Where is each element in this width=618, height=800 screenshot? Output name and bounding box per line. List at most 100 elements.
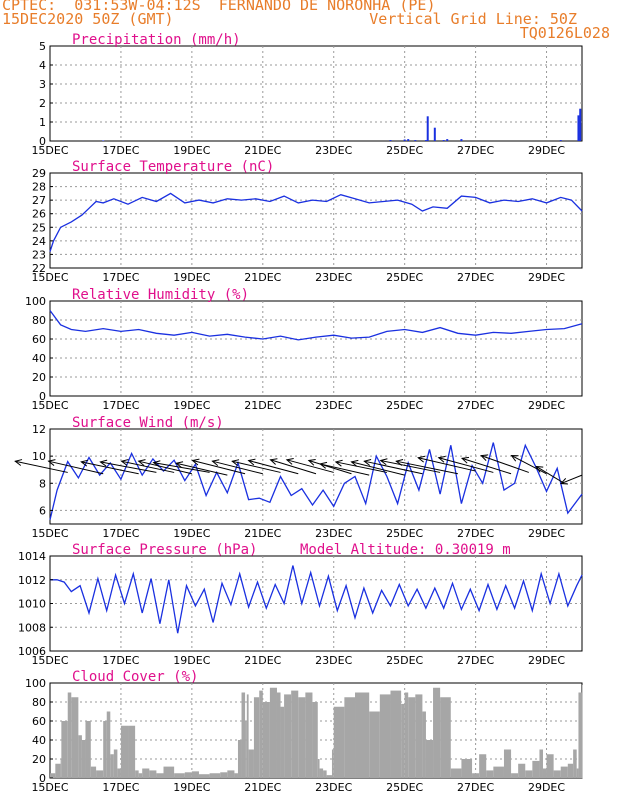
- x-tick-label: 17DEC: [102, 654, 139, 667]
- y-tick-label: 0: [39, 772, 46, 785]
- precip-bar: [403, 139, 406, 141]
- y-tick-label: 23: [32, 248, 46, 261]
- x-tick-label: 29DEC: [528, 144, 565, 157]
- wind-arrow: [80, 459, 139, 475]
- cloud-bar: [191, 771, 199, 778]
- cloud-bar: [553, 770, 561, 778]
- wind-arrow-head: [379, 458, 388, 466]
- y-tick-label: 20: [32, 371, 46, 384]
- panel-frame: [49, 45, 583, 142]
- y-tick-label: 40: [32, 352, 46, 365]
- station-header: CPTEC: 031:53W-04:12S FERNANDO DE NORONH…: [2, 0, 436, 14]
- wind-arrow-head: [437, 455, 446, 463]
- wind-arrow-head: [510, 455, 519, 462]
- panel-frame: [49, 428, 583, 525]
- wind-arrow: [334, 459, 388, 473]
- x-tick-label: 23DEC: [315, 399, 352, 412]
- wind-arrow-shaft: [351, 461, 405, 476]
- cloud-bar: [245, 721, 247, 778]
- panel-subtitle: Model Altitude: 0.30019 m: [300, 542, 511, 558]
- x-tick-label: 19DEC: [173, 527, 210, 540]
- x-tick-label: 21DEC: [244, 144, 281, 157]
- x-tick-label: 21DEC: [244, 654, 281, 667]
- x-tick-label: 19DEC: [173, 781, 210, 794]
- cloud-bar: [78, 735, 82, 778]
- x-tick-label: 23DEC: [315, 654, 352, 667]
- cloud-bar: [573, 749, 577, 778]
- wind-arrow-shaft: [232, 460, 281, 473]
- wind-arrow-shaft: [438, 457, 494, 473]
- cloud-bar: [401, 703, 405, 778]
- cloud-bar: [110, 754, 114, 778]
- wind-arrow: [395, 458, 458, 475]
- wind-arrow: [379, 458, 441, 473]
- cloud-bar: [135, 770, 139, 778]
- cloud-bar: [106, 711, 111, 778]
- panel-wind: 6 8 10 12 15DEC 17DEC 19DEC 21DEC 23DEC 25DEC 27DE…: [14, 415, 583, 540]
- cloud-bar: [422, 711, 426, 778]
- cloud-bar: [85, 721, 91, 778]
- cloud-bar: [355, 692, 370, 778]
- cloud-bar: [61, 721, 68, 778]
- wind-arrow: [307, 458, 352, 475]
- cloud-bar: [546, 754, 554, 778]
- wind-arrow-head: [559, 478, 569, 485]
- x-tick-label: 21DEC: [244, 399, 281, 412]
- wind-arrow: [231, 459, 281, 473]
- wind-arrow: [535, 465, 565, 484]
- x-tick-label: 29DEC: [528, 271, 565, 284]
- x-tick-label: 17DEC: [102, 527, 139, 540]
- x-tick-label: 21DEC: [244, 781, 281, 794]
- cloud-bar: [503, 749, 512, 778]
- wind-arrow-shaft: [121, 460, 175, 473]
- y-tick-label: 0: [39, 390, 46, 403]
- y-tick-label: 28: [32, 181, 46, 194]
- cloud-bar: [246, 694, 249, 778]
- x-tick-label: 23DEC: [315, 781, 352, 794]
- panel-rh: 0 20 40 60 80 100 15DEC 17DEC 19DEC 21DEC 23DEC 25D…: [25, 287, 583, 412]
- cloud-bar: [486, 770, 494, 778]
- panel-title: Precipitation (mm/h): [72, 32, 241, 48]
- wind-arrow-shaft: [396, 460, 458, 475]
- y-tick-label: 80: [32, 314, 46, 327]
- cloud-bar: [331, 749, 334, 778]
- wind-arrow: [191, 458, 246, 475]
- cloud-bar: [113, 749, 118, 778]
- wind-arrow-head: [307, 458, 316, 466]
- y-tick-label: 1010: [18, 598, 46, 611]
- x-tick-label: 15DEC: [31, 527, 68, 540]
- y-tick-label: 20: [32, 753, 46, 766]
- wind-arrow-head: [231, 459, 240, 467]
- cloud-bar: [184, 772, 192, 778]
- y-tick-label: 1008: [18, 621, 46, 634]
- precip-bar: [442, 140, 445, 141]
- wind-arrow-head: [247, 458, 256, 466]
- panel-frame: [49, 300, 583, 397]
- wind-arrow-shaft: [212, 460, 263, 475]
- cloud-bar: [138, 773, 143, 778]
- cloud-bar: [542, 768, 547, 778]
- x-tick-label: 27DEC: [457, 144, 494, 157]
- x-tick-label: 19DEC: [173, 399, 210, 412]
- y-tick-label: 40: [32, 734, 46, 747]
- precip-bar: [577, 115, 580, 141]
- wind-arrow-shaft: [461, 457, 512, 475]
- wind-arrow: [319, 461, 370, 476]
- wind-arrow-head: [191, 458, 200, 466]
- y-tick-label: 10: [32, 450, 46, 463]
- x-tick-label: 27DEC: [457, 399, 494, 412]
- panel-title: Surface Wind (m/s): [72, 415, 224, 431]
- wind-arrow: [137, 459, 192, 475]
- cloud-bar: [539, 749, 543, 778]
- y-tick-label: 60: [32, 333, 46, 346]
- wind-arrow-shaft: [481, 455, 529, 473]
- wind-arrow-head: [480, 454, 489, 461]
- wind-arrow: [480, 454, 529, 473]
- wind-arrow-shaft: [536, 466, 565, 484]
- panel-press: 1006 1008 1010 1012 1014 15DEC 17DEC 19DEC 21DEC…: [18, 542, 583, 667]
- cloud-bar: [220, 772, 228, 778]
- panel-frame: [49, 172, 583, 269]
- cloud-bar: [262, 702, 270, 778]
- wind-arrow-shaft: [308, 460, 352, 475]
- wind-arrow: [285, 458, 334, 473]
